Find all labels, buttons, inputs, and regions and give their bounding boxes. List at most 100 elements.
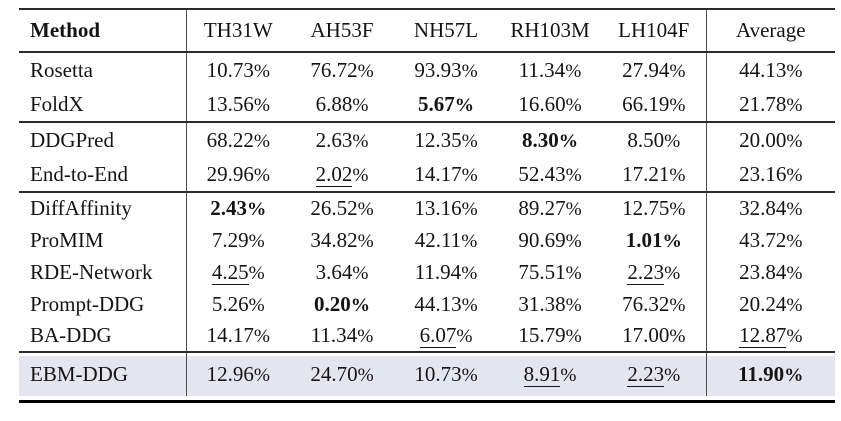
value-number: 13.16	[414, 196, 462, 220]
value-cell: 1.01%	[602, 224, 706, 256]
value-number: 66.19	[622, 91, 670, 116]
percent-sign: %	[565, 294, 582, 316]
value-cell: 27.94%	[602, 52, 706, 87]
percent-sign: %	[669, 199, 686, 220]
percent-sign: %	[565, 199, 582, 220]
value-cell: 2.43%	[185, 191, 290, 224]
percent-sign: %	[786, 164, 803, 186]
value-cell: 4.25%	[185, 256, 290, 288]
value-cell: 8.50%	[602, 121, 706, 157]
percent-sign: %	[352, 130, 369, 152]
value-cell: 24.70%	[290, 351, 394, 400]
value-cell: 2.02%	[290, 157, 394, 192]
value-cell: 2.23%	[602, 351, 706, 400]
method-cell: RDE-Network	[30, 259, 153, 284]
percent-sign: %	[246, 199, 267, 220]
value-number: 20.00	[739, 127, 787, 152]
value-number: 24.70	[310, 362, 358, 386]
value-number: 12.87	[739, 323, 787, 348]
header-cell-nh57l: NH57L	[394, 10, 498, 53]
value-cell: 76.32%	[602, 288, 706, 320]
percent-sign: %	[248, 294, 265, 316]
value-number: 11.90	[738, 362, 785, 386]
percent-sign: %	[357, 199, 374, 220]
value-cell: 43.72%	[705, 224, 835, 256]
results-table-container: Method TH31W AH53F NH57L RH103M LH104F Average…	[19, 8, 835, 403]
table-row-diffaffinity: DiffAffinity 2.43% 26.52% 13.16% 89.27% 12.75…	[19, 191, 835, 224]
value-cell: 3.64%	[290, 256, 394, 288]
value-number: 2.23	[627, 362, 665, 387]
value-number: 7.29	[211, 227, 249, 252]
value-number: 11.34	[518, 57, 566, 82]
value-number: 42.11	[414, 227, 462, 252]
value-cell: 11.34%	[498, 52, 602, 87]
percent-sign: %	[669, 164, 686, 186]
value-number: 32.84	[739, 196, 787, 220]
percent-sign: %	[565, 326, 582, 347]
percent-sign: %	[357, 60, 374, 82]
value-cell: 0.20%	[290, 288, 394, 320]
percent-sign: %	[248, 262, 265, 284]
percent-sign: %	[664, 262, 681, 284]
table-row-rde-network: RDE-Network 4.25% 3.64% 11.94% 75.51% 2.23% 23…	[19, 256, 835, 288]
value-number: 89.27	[518, 196, 566, 220]
percent-sign: %	[786, 326, 803, 347]
header-row: Method TH31W AH53F NH57L RH103M LH104F Average	[19, 10, 835, 53]
value-number: 3.64	[315, 259, 353, 284]
value-number: 12.96	[206, 362, 254, 386]
percent-sign: %	[454, 94, 475, 116]
value-number: 14.17	[414, 161, 462, 186]
value-cell: 17.21%	[602, 157, 706, 192]
value-cell: 8.30%	[498, 121, 602, 157]
value-number: 76.72	[310, 57, 358, 82]
value-number: 11.34	[310, 323, 358, 347]
table-row-rosetta: Rosetta 10.73% 76.72% 93.93% 11.34% 27.94% 44.…	[19, 52, 835, 87]
header-cell-th31w: TH31W	[185, 10, 290, 53]
value-cell: 10.73%	[394, 351, 498, 400]
percent-sign: %	[565, 262, 582, 284]
method-cell: End-to-End	[30, 161, 128, 186]
percent-sign: %	[253, 130, 270, 152]
percent-sign: %	[253, 326, 270, 347]
method-cell: EBM-DDG	[19, 351, 186, 400]
value-cell: 34.82%	[290, 224, 394, 256]
value-number: 93.93	[414, 57, 462, 82]
method-cell: DDGPred	[19, 121, 186, 157]
value-number: 75.51	[518, 259, 566, 284]
percent-sign: %	[565, 60, 582, 82]
percent-sign: %	[461, 230, 478, 252]
value-number: 23.16	[739, 161, 787, 186]
method-cell: DiffAffinity	[19, 191, 186, 224]
percent-sign: %	[786, 60, 803, 82]
table-row-ddgpred: DDGPred 68.22% 2.63% 12.35% 8.30% 8.50% 20.00%	[19, 121, 835, 157]
percent-sign: %	[669, 60, 686, 82]
method-cell: FoldX	[30, 91, 84, 116]
value-number: 8.50	[627, 127, 665, 152]
value-cell: 76.72%	[290, 52, 394, 87]
value-number: 2.23	[627, 259, 665, 285]
value-cell: 23.16%	[705, 157, 835, 192]
value-number: 27.94	[622, 57, 670, 82]
value-number: 2.63	[315, 127, 353, 152]
value-cell: 90.69%	[498, 224, 602, 256]
header-cell-rh103m: RH103M	[498, 10, 602, 53]
value-cell: 15.79%	[498, 320, 602, 352]
value-number: 26.52	[310, 196, 358, 220]
value-number: 34.82	[310, 227, 358, 252]
value-cell: 68.22%	[185, 121, 290, 157]
value-number: 13.56	[206, 91, 254, 116]
percent-sign: %	[461, 294, 478, 316]
percent-sign: %	[784, 365, 804, 386]
value-cell: 23.84%	[705, 256, 835, 288]
value-cell: 13.16%	[394, 191, 498, 224]
percent-sign: %	[461, 365, 478, 386]
value-cell: 20.24%	[705, 288, 835, 320]
value-number: 21.78	[739, 91, 787, 116]
percent-sign: %	[786, 94, 803, 116]
percent-sign: %	[669, 294, 686, 316]
value-cell: 44.13%	[394, 288, 498, 320]
percent-sign: %	[786, 262, 803, 284]
value-number: 43.72	[739, 227, 787, 252]
percent-sign: %	[456, 326, 473, 347]
method-cell: BA-DDG	[30, 323, 112, 347]
